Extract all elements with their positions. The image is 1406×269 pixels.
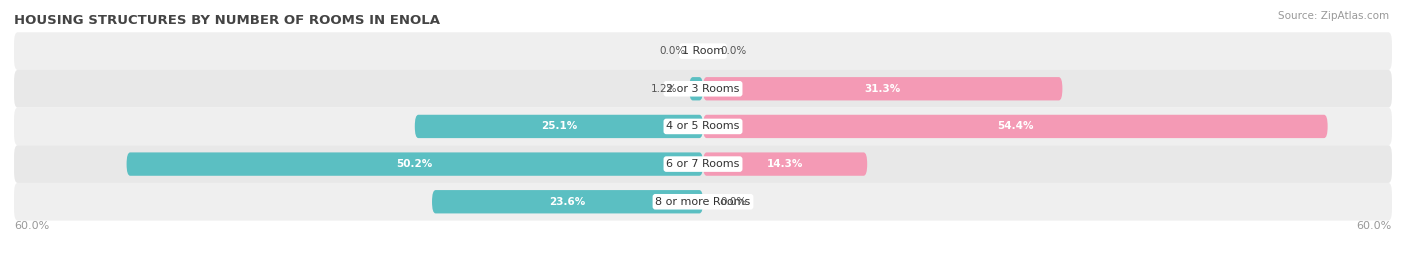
Text: 0.0%: 0.0% [659,46,686,56]
Text: 54.4%: 54.4% [997,121,1033,132]
FancyBboxPatch shape [14,32,1392,70]
FancyBboxPatch shape [14,183,1392,221]
Text: 25.1%: 25.1% [541,121,576,132]
Text: 1 Room: 1 Room [682,46,724,56]
Text: 8 or more Rooms: 8 or more Rooms [655,197,751,207]
Text: 1.2%: 1.2% [651,84,678,94]
FancyBboxPatch shape [14,108,1392,145]
Text: 0.0%: 0.0% [720,197,747,207]
FancyBboxPatch shape [127,153,703,176]
Text: 14.3%: 14.3% [766,159,803,169]
Text: 60.0%: 60.0% [1357,221,1392,231]
FancyBboxPatch shape [14,145,1392,183]
Legend: Owner-occupied, Renter-occupied: Owner-occupied, Renter-occupied [585,268,821,269]
Text: 4 or 5 Rooms: 4 or 5 Rooms [666,121,740,132]
Text: 23.6%: 23.6% [550,197,586,207]
Text: 0.0%: 0.0% [720,46,747,56]
FancyBboxPatch shape [703,153,868,176]
FancyBboxPatch shape [432,190,703,213]
Text: HOUSING STRUCTURES BY NUMBER OF ROOMS IN ENOLA: HOUSING STRUCTURES BY NUMBER OF ROOMS IN… [14,14,440,27]
FancyBboxPatch shape [689,77,703,100]
FancyBboxPatch shape [14,70,1392,108]
Text: 60.0%: 60.0% [14,221,49,231]
Text: 31.3%: 31.3% [865,84,901,94]
Text: 50.2%: 50.2% [396,159,433,169]
FancyBboxPatch shape [703,115,1327,138]
Text: Source: ZipAtlas.com: Source: ZipAtlas.com [1278,11,1389,21]
Text: 2 or 3 Rooms: 2 or 3 Rooms [666,84,740,94]
FancyBboxPatch shape [415,115,703,138]
FancyBboxPatch shape [703,77,1063,100]
Text: 6 or 7 Rooms: 6 or 7 Rooms [666,159,740,169]
